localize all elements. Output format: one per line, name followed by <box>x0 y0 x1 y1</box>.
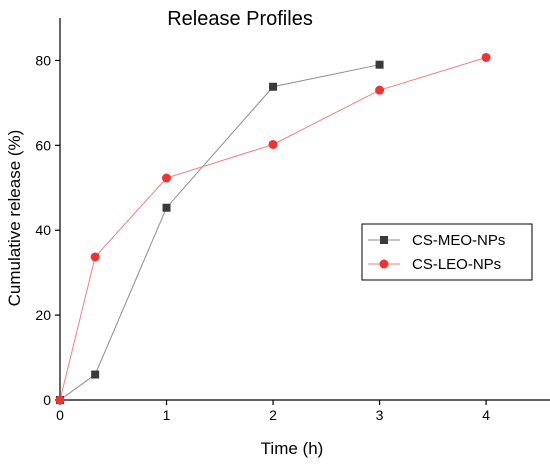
plot-frame <box>59 18 550 401</box>
legend-box <box>361 223 533 281</box>
y-tick-label: 60 <box>35 137 51 153</box>
data-point-cs-leo-nps <box>55 395 65 405</box>
series-line-cs-leo-nps <box>59 56 487 401</box>
y-tick-label: 40 <box>35 222 51 238</box>
legend-marker-cs-leo-nps <box>379 259 389 269</box>
x-tick-label: 3 <box>376 407 384 423</box>
x-axis-label: Time (h) <box>261 439 324 458</box>
data-point-cs-leo-nps <box>481 52 491 62</box>
y-tick-label: 80 <box>35 52 51 68</box>
y-tick-label: 0 <box>43 392 51 408</box>
series-layer <box>55 52 491 405</box>
x-tick-label: 1 <box>163 407 171 423</box>
legend-label-cs-meo-nps: CS-MEO-NPs <box>412 232 505 249</box>
legend-marker-cs-meo-nps <box>380 236 388 244</box>
x-tick-label: 4 <box>482 407 490 423</box>
data-point-cs-leo-nps <box>375 85 385 95</box>
data-point-cs-leo-nps <box>90 252 100 262</box>
x-tick-label: 2 <box>269 407 277 423</box>
chart-title: Release Profiles <box>167 8 313 30</box>
legend-label-cs-leo-nps: CS-LEO-NPs <box>412 256 501 273</box>
x-tick-label: 0 <box>56 407 64 423</box>
data-point-cs-meo-nps <box>162 203 171 212</box>
data-point-cs-meo-nps <box>375 60 384 69</box>
y-axis-label: Cumulative release (%) <box>5 130 24 307</box>
data-point-cs-meo-nps <box>269 82 278 91</box>
data-point-cs-meo-nps <box>91 370 100 379</box>
data-point-cs-leo-nps <box>162 173 172 183</box>
data-point-cs-leo-nps <box>268 139 278 149</box>
legend: CS-MEO-NPs CS-LEO-NPs <box>361 223 533 281</box>
y-tick-label: 20 <box>35 307 51 323</box>
